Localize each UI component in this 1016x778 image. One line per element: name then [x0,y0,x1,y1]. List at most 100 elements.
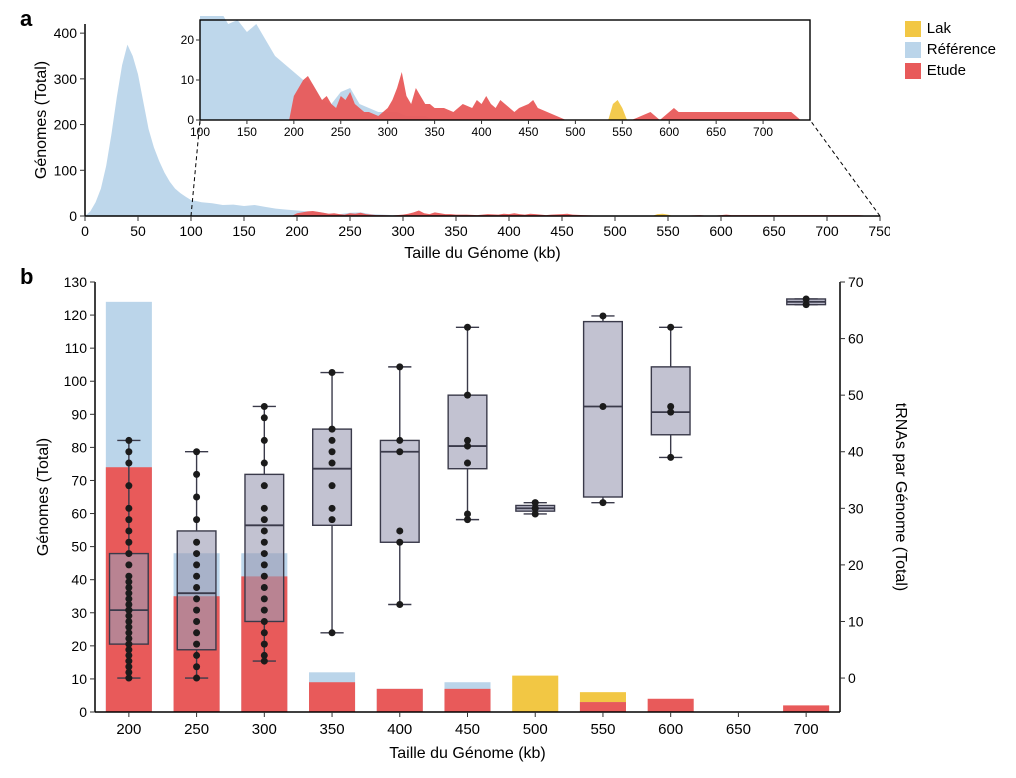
xtick-label: 500 [603,223,627,239]
inset-xtick: 100 [190,125,210,139]
legend-swatch [905,42,921,58]
box-point [329,460,336,467]
ytick-right: 0 [848,670,856,686]
legend-item: Lak [905,20,996,37]
box [448,395,487,469]
box-point [125,527,132,534]
xtick-label: 350 [320,721,345,738]
box-point [193,663,200,670]
xtick-label: 650 [726,721,751,738]
box-point [125,561,132,568]
xtick-label: 450 [550,223,574,239]
panel-b-chart: 0102030405060708090100110120130010203040… [30,272,910,772]
box-point [329,516,336,523]
box-point [464,510,471,517]
ytick-left: 120 [64,307,88,323]
ytick-right: 40 [848,444,864,460]
box-point [667,403,674,410]
box-point [125,448,132,455]
box-point [803,295,810,302]
legend-label: Référence [927,41,996,58]
box-point [329,505,336,512]
xtick-label: 200 [285,223,309,239]
bar-study [444,689,490,712]
inset-xtick: 350 [425,125,445,139]
box-point [667,454,674,461]
xtick-label: 500 [523,721,548,738]
legend-label: Lak [927,20,951,37]
legend-label: Etude [927,62,966,79]
ytick-right: 60 [848,331,864,347]
box-point [125,539,132,546]
inset-xtick: 400 [472,125,492,139]
legend-item: Référence [905,41,996,58]
xtick-label: 300 [252,721,277,738]
box-point [193,573,200,580]
box-point [396,539,403,546]
ytick-left: 20 [71,638,87,654]
ytick-label: 0 [69,208,77,224]
box-point [125,460,132,467]
xtick-label: 600 [709,223,733,239]
xtick-label: 600 [658,721,683,738]
ytick-left: 80 [71,439,87,455]
box-point [193,595,200,602]
box-point [193,618,200,625]
box-point [396,363,403,370]
ytick-left: 60 [71,506,87,522]
box-point [599,403,606,410]
box-point [193,471,200,478]
box-point [125,482,132,489]
box-point [261,516,268,523]
box-point [193,652,200,659]
box-point [125,516,132,523]
inset-xtick: 550 [612,125,632,139]
ytick-left: 90 [71,406,87,422]
box-point [261,482,268,489]
xtick-label: 150 [232,223,256,239]
box-point [125,550,132,557]
legend-swatch [905,63,921,79]
ytick-left: 50 [71,539,87,555]
ytick-right: 30 [848,500,864,516]
inset-ytick: 20 [181,33,195,47]
box [651,367,690,435]
box-point [261,505,268,512]
inset-xtick: 600 [659,125,679,139]
inset-xtick: 500 [565,125,585,139]
box-point [396,437,403,444]
box-point [193,641,200,648]
ytick-right: 10 [848,613,864,629]
box-point [464,460,471,467]
xtick-label: 250 [338,223,362,239]
box-point [261,641,268,648]
inset-xtick: 450 [518,125,538,139]
panel-a-chart: 0100200300400050100150200250300350400450… [30,16,890,266]
ytick-left: 10 [71,671,87,687]
box-point [396,601,403,608]
box-point [193,516,200,523]
box-point [261,584,268,591]
xtick-label: 250 [184,721,209,738]
box-point [464,437,471,444]
ytick-right: 20 [848,557,864,573]
box-point [193,539,200,546]
box-point [193,629,200,636]
bar-study [309,682,355,712]
inset-xtick: 700 [753,125,773,139]
box-point [261,573,268,580]
box-point [329,629,336,636]
box-point [261,652,268,659]
box-point [329,369,336,376]
box-point [396,527,403,534]
ytick-label: 100 [54,162,78,178]
xtick-label: 350 [444,223,468,239]
bar-study [377,689,423,712]
box [380,440,419,542]
box-point [261,539,268,546]
box-point [329,426,336,433]
legend: Lak Référence Etude [905,20,996,83]
box-point [261,550,268,557]
box-point [261,437,268,444]
box-point [193,550,200,557]
